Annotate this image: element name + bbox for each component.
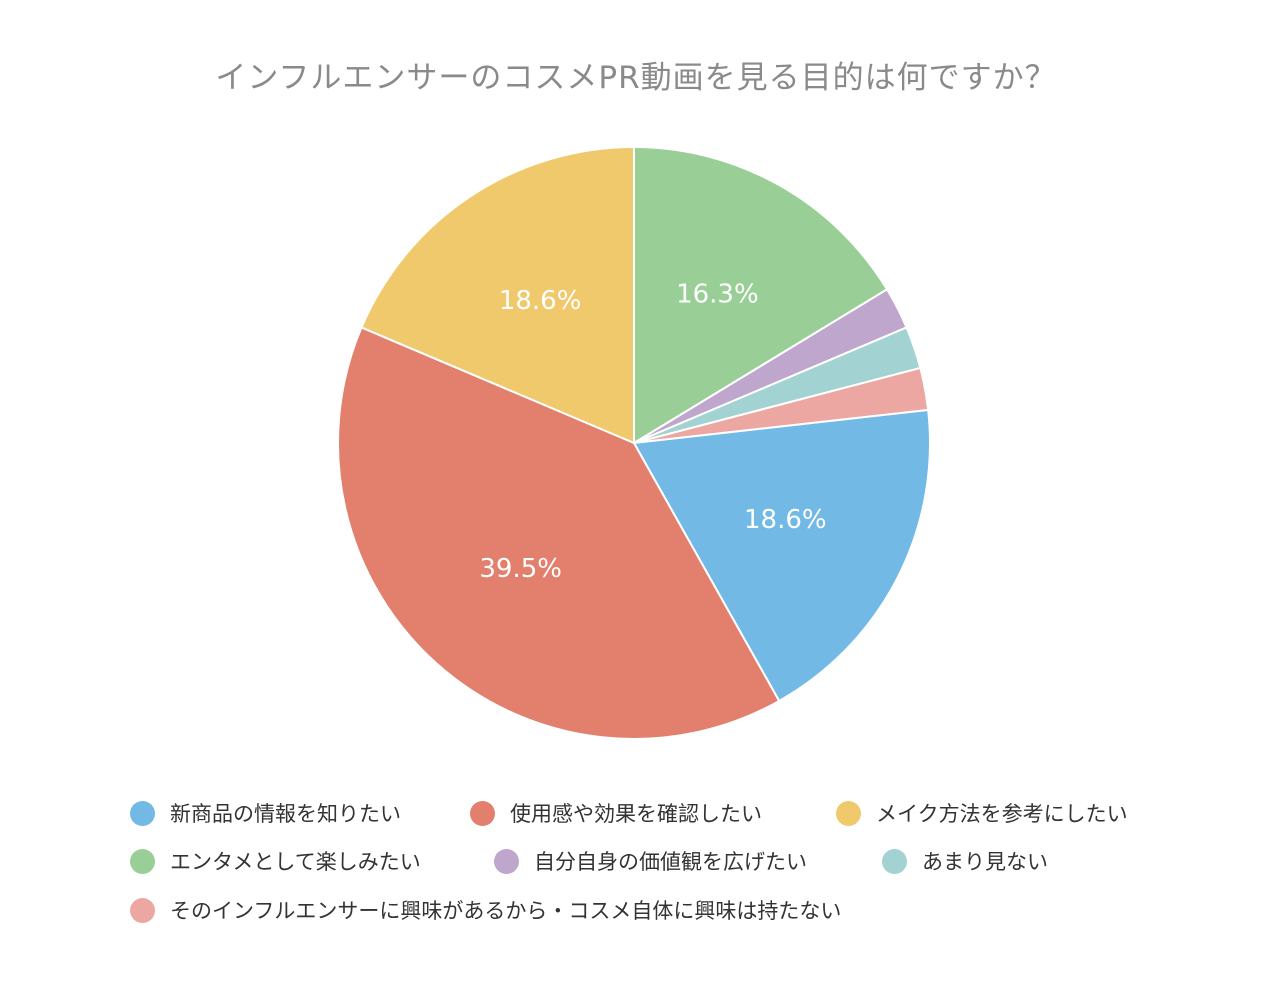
pie-slice (337, 326, 781, 740)
legend-label: 使用感や効果を確認したい (510, 802, 762, 826)
legend-item-broaden-values: 自分自身の価値観を広げたい (494, 846, 807, 876)
legend-item-new-product-info: 新商品の情報を知りたい (130, 798, 401, 828)
legend-label: エンタメとして楽しみたい (170, 850, 421, 874)
slice-value-label: 16.3% (676, 279, 759, 309)
legend-label: 新商品の情報を知りたい (170, 802, 401, 826)
legend-item-rarely-watch: あまり見ない (882, 846, 1048, 876)
legend-swatch (130, 897, 155, 923)
legend-label: あまり見ない (922, 850, 1048, 874)
legend-item-entertainment: エンタメとして楽しみたい (130, 846, 421, 876)
legend-swatch (130, 848, 155, 874)
pie-slice (633, 145, 889, 445)
chart-title: インフルエンサーのコスメPR動画を見る目的は何ですか？ (215, 60, 1057, 96)
legend-swatch (494, 848, 519, 874)
legend-label: メイク方法を参考にしたい (876, 802, 1128, 826)
legend-swatch (836, 800, 861, 826)
legend-label: そのインフルエンサーに興味があるから・コスメ自体に興味は持たない (170, 899, 842, 923)
legend-swatch (470, 800, 495, 826)
slice-value-label: 18.6% (499, 286, 582, 316)
pie-slices (337, 145, 931, 740)
slice-value-label: 39.5% (479, 554, 562, 584)
pie-labels: 16.3% 18.6% 39.5% 18.6% (479, 279, 826, 584)
legend-swatch (130, 800, 155, 826)
slice-value-label: 18.6% (744, 505, 827, 535)
pie-slice (632, 408, 931, 703)
legend-swatch (882, 848, 907, 874)
legend-item-check-usage: 使用感や効果を確認したい (470, 798, 762, 828)
legend-item-interest-in-influencer: そのインフルエンサーに興味があるから・コスメ自体に興味は持たない (130, 895, 841, 925)
legend-label: 自分自身の価値観を広げたい (534, 850, 807, 874)
pie-slice (360, 145, 635, 445)
legend-item-makeup-reference: メイク方法を参考にしたい (836, 798, 1128, 828)
